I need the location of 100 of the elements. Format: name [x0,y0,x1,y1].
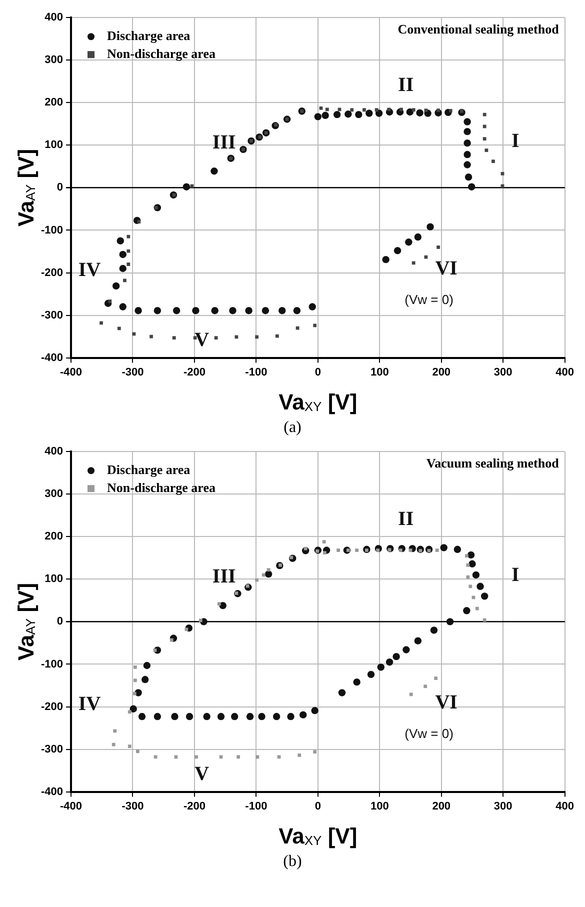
point [229,306,236,314]
x-tick-label: 400 [556,800,574,812]
point [325,108,329,112]
point [464,554,468,558]
point [138,712,146,720]
annotation: I [512,130,520,152]
point [374,108,378,112]
y-tick-label: 200 [44,96,64,109]
point [262,573,266,577]
y-tick-label: 400 [44,12,64,24]
point [266,568,270,572]
point [464,173,472,181]
point [112,282,120,290]
point [126,249,130,253]
point [313,324,317,328]
y-tick-label: -400 [40,786,64,798]
x-axis-title: VaXY [V] [278,390,358,415]
annotation: IV [78,692,102,715]
point [424,108,428,112]
point [435,548,439,552]
point [236,755,240,759]
point [123,278,126,282]
point [472,571,480,579]
y-tick-label: -300 [40,743,64,756]
point [355,548,359,552]
point [375,110,383,117]
point [440,544,448,552]
point [113,729,117,733]
annotation: II [398,74,414,96]
point [245,306,252,314]
point [262,306,270,314]
point [466,563,470,567]
point [405,238,412,246]
annotation: VI [435,258,458,280]
chart-title: Conventional sealing method [398,21,560,36]
point [300,711,307,718]
point [277,755,281,759]
x-tick-label: -300 [122,800,144,812]
point [344,110,352,118]
annotation: III [212,132,236,154]
point [126,262,130,266]
x-tick-label: 400 [556,366,574,378]
point [136,750,140,754]
point [355,110,362,118]
point [394,247,402,254]
point [210,168,218,175]
point [446,618,454,626]
annotation: V [194,762,210,785]
x-tick-label: 100 [370,366,389,378]
point [416,109,424,116]
y-tick-label: -300 [40,309,64,322]
point [275,334,279,338]
point [430,626,438,634]
y-tick-label: 200 [44,530,64,543]
point [128,710,132,714]
point [278,306,286,314]
point [319,106,323,110]
y-axis-title: VaAY [V] [14,582,39,660]
point [464,139,471,147]
point [480,592,488,600]
point [230,712,238,720]
point [414,637,422,644]
point [482,618,486,622]
point [217,712,225,720]
point [467,551,475,559]
point [353,678,360,686]
point [143,662,151,670]
point [130,705,137,712]
point [434,676,438,680]
y-tick-label: -400 [40,352,64,364]
point [119,250,126,258]
point [219,755,223,759]
point [314,113,322,120]
annotation: IV [78,258,102,281]
point [464,150,471,158]
legend-label: Discharge area [107,462,191,477]
point [463,607,470,614]
x-tick-label: -200 [183,800,206,812]
point [322,540,326,544]
annotation: (Vw = 0) [404,292,454,307]
point [153,648,157,652]
point [387,108,391,112]
x-tick-label: 300 [494,366,512,378]
chart-title: Vacuum sealing method [426,455,560,470]
point [468,560,476,568]
point [258,712,266,720]
point [454,546,462,554]
annotation: (Vw = 0) [404,726,454,741]
point [362,108,366,112]
point [482,124,486,128]
point [172,336,176,340]
point [482,112,486,116]
legend-label: Non-discharge area [107,480,216,495]
point [194,755,198,759]
annotation: III [212,566,236,588]
point [100,321,103,325]
point [382,256,390,264]
point [412,108,416,112]
point [126,234,130,238]
y-tick-label: 300 [44,54,64,66]
